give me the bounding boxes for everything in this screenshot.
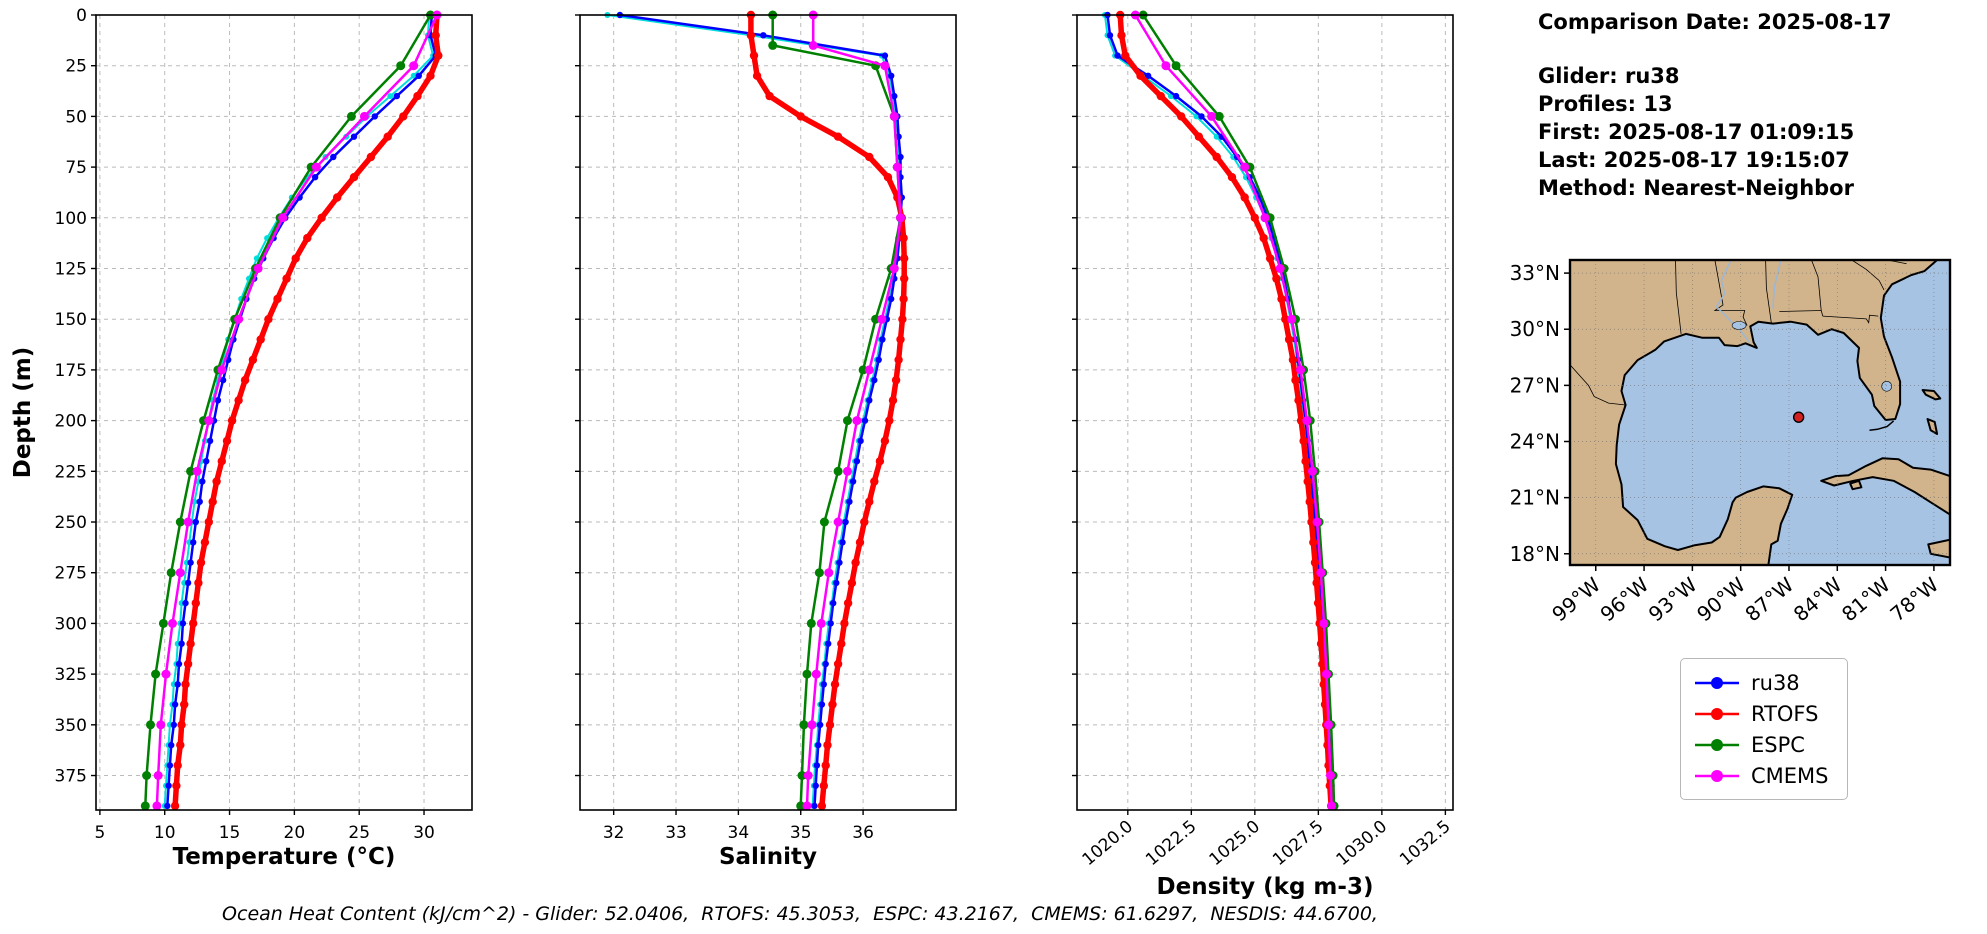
svg-text:81°W: 81°W xyxy=(1837,572,1895,626)
legend-item-espc: ESPC xyxy=(1693,729,1829,760)
comparison-date-text: Comparison Date: 2025-08-17 xyxy=(1538,10,1892,34)
svg-text:250: 250 xyxy=(55,513,87,533)
info-gap xyxy=(1538,36,1892,62)
legend-label-espc: ESPC xyxy=(1751,732,1805,757)
svg-text:1022.5: 1022.5 xyxy=(1142,817,1200,871)
svg-text:21°N: 21°N xyxy=(1510,486,1560,510)
svg-text:150: 150 xyxy=(55,310,87,330)
svg-text:1030.0: 1030.0 xyxy=(1333,817,1391,871)
last-profile-text: Last: 2025-08-17 19:15:07 xyxy=(1538,148,1850,172)
legend-label-rtofs: RTOFS xyxy=(1751,701,1819,726)
svg-text:20: 20 xyxy=(284,823,306,843)
svg-text:1032.5: 1032.5 xyxy=(1396,817,1454,871)
svg-text:325: 325 xyxy=(55,665,87,685)
svg-text:78°W: 78°W xyxy=(1885,572,1943,626)
svg-text:225: 225 xyxy=(55,462,87,482)
svg-text:32: 32 xyxy=(603,823,625,843)
svg-text:125: 125 xyxy=(55,260,87,280)
svg-text:36: 36 xyxy=(852,823,874,843)
chart-1: 32 33 34 35 36 Salinity xyxy=(575,10,957,870)
glider-location-marker xyxy=(1792,411,1805,423)
svg-text:90°W: 90°W xyxy=(1692,572,1750,626)
svg-text:27°N: 27°N xyxy=(1510,373,1560,397)
svg-text:24°N: 24°N xyxy=(1510,430,1560,454)
svg-text:25: 25 xyxy=(348,823,370,843)
legend: ru38 RTOFS ESPC CMEMS xyxy=(1680,658,1848,800)
ocean-heat-content-caption: Ocean Heat Content (kJ/cm^2) - Glider: 5… xyxy=(222,903,1378,925)
legend-item-ru38: ru38 xyxy=(1693,667,1829,698)
location-map: 33°N 30°N 27°N 24°N 21°N 18°N 99°W96°W93°W90°W… xyxy=(1510,258,1952,626)
svg-text:5: 5 xyxy=(94,823,105,843)
svg-text:350: 350 xyxy=(55,716,87,736)
svg-text:99°W: 99°W xyxy=(1547,572,1605,626)
svg-text:93°W: 93°W xyxy=(1644,572,1702,626)
legend-label-cmems: CMEMS xyxy=(1751,763,1829,788)
profiles-count-text: Profiles: 13 xyxy=(1538,92,1673,116)
svg-text:375: 375 xyxy=(55,767,87,787)
svg-text:34: 34 xyxy=(728,823,750,843)
legend-swatch-cmems xyxy=(1695,769,1739,782)
svg-text:96°W: 96°W xyxy=(1596,572,1654,626)
chart-2: 1020.0 1022.5 1025.0 1027.5 1030.0 1032.5 Dens… xyxy=(1072,10,1455,900)
svg-text:300: 300 xyxy=(55,614,87,634)
glider-name-text: Glider: ru38 xyxy=(1538,64,1680,88)
svg-text:1025.0: 1025.0 xyxy=(1206,817,1264,871)
svg-text:18°N: 18°N xyxy=(1510,542,1560,566)
legend-swatch-espc xyxy=(1695,738,1739,751)
map-graticule xyxy=(1570,260,1950,565)
svg-text:87°W: 87°W xyxy=(1740,572,1798,626)
svg-text:100: 100 xyxy=(55,209,87,229)
svg-text:50: 50 xyxy=(65,107,87,127)
svg-text:1020.0: 1020.0 xyxy=(1079,817,1137,871)
svg-text:35: 35 xyxy=(790,823,812,843)
legend-label-ru38: ru38 xyxy=(1751,670,1800,695)
svg-text:30°N: 30°N xyxy=(1510,317,1560,341)
map-land-group xyxy=(1570,260,1950,565)
svg-text:15: 15 xyxy=(219,823,241,843)
chart-0: 5 10 15 20 25 3002550751001251501752002252502… xyxy=(10,6,473,870)
info-panel: Comparison Date: 2025-08-17 Glider: ru38… xyxy=(1538,8,1892,202)
first-profile-text: First: 2025-08-17 01:09:15 xyxy=(1538,120,1855,144)
legend-item-cmems: CMEMS xyxy=(1693,760,1829,791)
svg-text:200: 200 xyxy=(55,412,87,432)
legend-swatch-ru38 xyxy=(1695,676,1739,689)
method-text: Method: Nearest-Neighbor xyxy=(1538,176,1854,200)
legend-swatch-rtofs xyxy=(1695,707,1739,720)
svg-text:33: 33 xyxy=(665,823,687,843)
svg-text:Salinity: Salinity xyxy=(719,844,817,870)
svg-text:84°W: 84°W xyxy=(1789,572,1847,626)
svg-text:10: 10 xyxy=(154,823,176,843)
svg-text:Depth (m): Depth (m) xyxy=(10,347,36,479)
svg-text:1027.5: 1027.5 xyxy=(1269,817,1327,871)
svg-text:Temperature (°C): Temperature (°C) xyxy=(173,844,396,870)
svg-text:30: 30 xyxy=(413,823,435,843)
svg-text:25: 25 xyxy=(65,57,87,77)
svg-text:Density (kg m-3): Density (kg m-3) xyxy=(1157,874,1374,900)
svg-text:0: 0 xyxy=(76,6,87,26)
svg-text:275: 275 xyxy=(55,564,87,584)
legend-item-rtofs: RTOFS xyxy=(1693,698,1829,729)
svg-text:175: 175 xyxy=(55,361,87,381)
svg-text:75: 75 xyxy=(65,158,87,178)
svg-text:33°N: 33°N xyxy=(1510,261,1560,285)
